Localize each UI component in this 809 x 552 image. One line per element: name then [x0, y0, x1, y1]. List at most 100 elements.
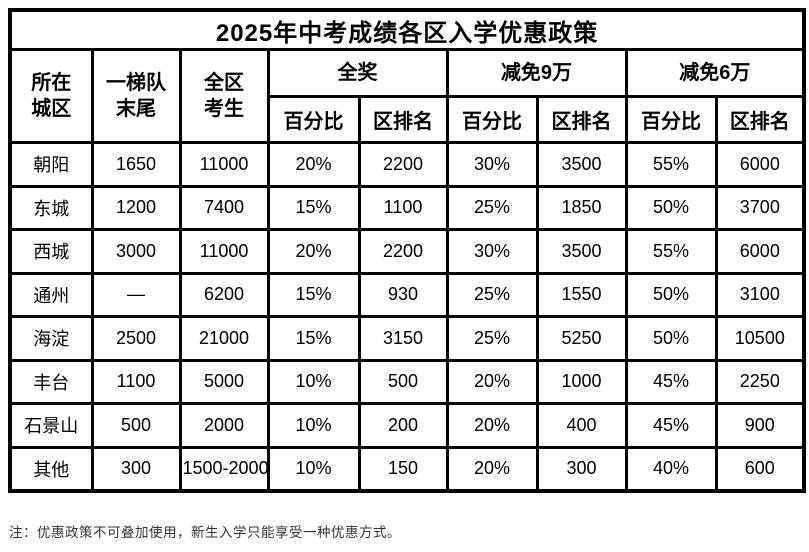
value-cell: 1850 [535, 184, 628, 231]
value-cell: 150 [357, 445, 449, 493]
value-cell: 5000 [178, 358, 270, 405]
value-cell: 3500 [535, 141, 628, 188]
header-rank-2: 区排名 [535, 95, 628, 144]
value-cell: 40% [624, 445, 718, 493]
table-row: 西城 3000 11000 20% 2200 30% 3500 55% 6000 [8, 228, 806, 275]
district-cell: 其他 [8, 445, 94, 493]
value-cell: 55% [624, 228, 718, 275]
header-group-waiver-60k: 减免6万 [624, 48, 806, 98]
header-percentage-2: 百分比 [445, 95, 539, 144]
value-cell: 3000 [90, 228, 182, 275]
district-cell: 西城 [8, 228, 94, 275]
header-sub-row: 百分比 区排名 百分比 区排名 百分比 区排名 [10, 95, 806, 144]
value-cell: 20% [445, 358, 539, 405]
value-cell: 10500 [714, 315, 806, 362]
value-cell: 11000 [178, 228, 270, 275]
value-cell: 20% [266, 141, 361, 188]
value-cell: 15% [266, 271, 361, 318]
value-cell: 45% [624, 358, 718, 405]
district-cell: 朝阳 [8, 141, 94, 188]
value-cell: 400 [535, 402, 628, 449]
value-cell: 25% [445, 315, 539, 362]
value-cell: 10% [266, 358, 361, 405]
value-cell: 3150 [357, 315, 449, 362]
value-cell: 930 [357, 271, 449, 318]
title-row: 2025年中考成绩各区入学优惠政策 [8, 8, 806, 51]
value-cell: 2200 [357, 141, 449, 188]
value-cell: 21000 [178, 315, 270, 362]
value-cell: 25% [445, 271, 539, 318]
policy-table: 2025年中考成绩各区入学优惠政策 所在 城区 一梯队 末尾 全区 考生 全奖 … [8, 8, 807, 493]
value-cell: 1650 [90, 141, 182, 188]
value-cell: 20% [266, 228, 361, 275]
table-row: 东城 1200 7400 15% 1100 25% 1850 50% 3700 [8, 184, 806, 231]
header-group-full-scholarship: 全奖 [266, 48, 449, 98]
value-cell: 5250 [535, 315, 628, 362]
value-cell: 15% [266, 184, 361, 231]
value-cell: 6000 [714, 141, 806, 188]
district-cell: 东城 [8, 184, 94, 231]
table-row: 通州 —6200 15% 930 25% 1550 50% 3100 [8, 271, 806, 318]
table-title: 2025年中考成绩各区入学优惠政策 [8, 8, 806, 51]
value-cell: 200 [357, 402, 449, 449]
value-cell: 300 [90, 445, 182, 493]
district-cell: 海淀 [8, 315, 94, 362]
value-cell: 1100 [357, 184, 449, 231]
header-district: 所在 城区 [8, 48, 94, 144]
footnote: 注：优惠政策不可叠加使用，新生入学只能享受一种优惠方式。 [9, 525, 401, 540]
value-cell: 11000 [178, 141, 270, 188]
table-row: 海淀 2500 21000 15% 3150 25% 5250 50% 10500 [8, 315, 806, 362]
header-first-tier-tail: 一梯队 末尾 [90, 48, 182, 144]
header-district-examinees: 全区 考生 [178, 48, 270, 144]
value-cell: 2000 [178, 402, 270, 449]
value-cell: 1100 [90, 358, 182, 405]
table-row: 其他 300 1500-2000 10% 150 20% 300 40% 600 [8, 445, 806, 493]
table-row: 丰台 1100 5000 10% 500 20% 1000 45% 2250 [8, 358, 806, 405]
value-cell: 3100 [714, 271, 806, 318]
header-group-row: 所在 城区 一梯队 末尾 全区 考生 全奖 减免9万 减免6万 [8, 48, 806, 144]
value-cell: 1000 [535, 358, 628, 405]
district-cell: 石景山 [8, 402, 94, 449]
value-cell: 50% [624, 184, 718, 231]
value-cell: 500 [357, 358, 449, 405]
value-cell: 2500 [90, 315, 182, 362]
value-cell: 1550 [535, 271, 628, 318]
header-group-waiver-90k: 减免9万 [445, 48, 628, 98]
header-percentage-1: 百分比 [266, 95, 361, 144]
value-cell: 25% [445, 184, 539, 231]
value-cell: 50% [624, 271, 718, 318]
value-cell: 600 [714, 445, 806, 493]
value-cell: 1500-2000 [178, 445, 270, 493]
value-cell: 6000 [714, 228, 806, 275]
value-cell: 6200 [178, 271, 270, 318]
value-cell: 2200 [357, 228, 449, 275]
value-cell: 2250 [714, 358, 806, 405]
value-cell: 10% [266, 445, 361, 493]
value-cell: 30% [445, 228, 539, 275]
header-percentage-3: 百分比 [624, 95, 718, 144]
value-cell: 1200 [90, 184, 182, 231]
table-body: 朝阳 1650 11000 20% 2200 30% 3500 55% 6000 东城 1200 74… [8, 141, 806, 493]
value-cell: 30% [445, 141, 539, 188]
header-rank-3: 区排名 [714, 95, 806, 144]
table-row: 朝阳 1650 11000 20% 2200 30% 3500 55% 6000 [8, 141, 806, 188]
value-cell: 7400 [178, 184, 270, 231]
value-cell: 10% [266, 402, 361, 449]
value-cell: 45% [624, 402, 718, 449]
value-cell: 20% [445, 445, 539, 493]
value-cell: 20% [445, 402, 539, 449]
district-cell: 通州 [8, 271, 94, 318]
value-cell: 300 [535, 445, 628, 493]
value-cell: 50% [624, 315, 718, 362]
value-cell: — [90, 271, 182, 318]
value-cell: 3500 [535, 228, 628, 275]
value-cell: 900 [714, 402, 806, 449]
value-cell: 15% [266, 315, 361, 362]
value-cell: 500 [90, 402, 182, 449]
table-row: 石景山 500 2000 10% 200 20% 400 45% 900 [8, 402, 806, 449]
header-rank-1: 区排名 [357, 95, 449, 144]
value-cell: 55% [624, 141, 718, 188]
district-cell: 丰台 [8, 358, 94, 405]
value-cell: 3700 [714, 184, 806, 231]
